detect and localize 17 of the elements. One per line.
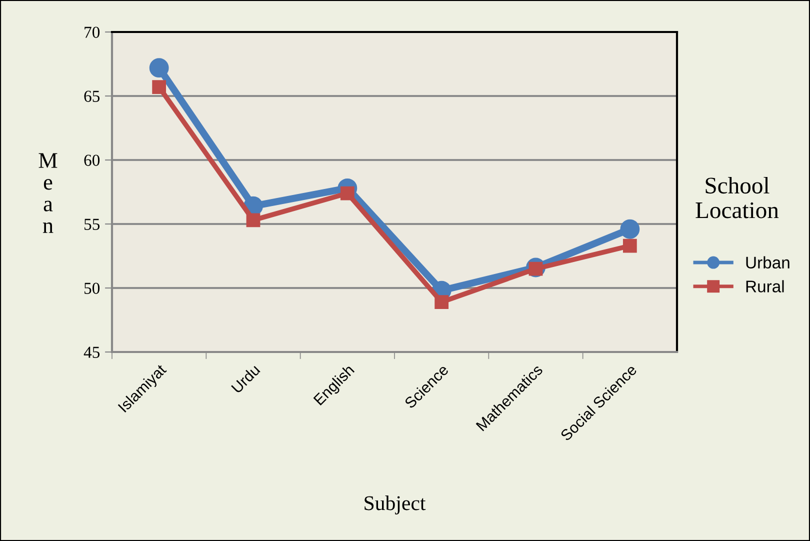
y-tick-label: 45: [84, 346, 100, 358]
y-tick-label: 50: [84, 282, 100, 294]
y-tick-label: 65: [84, 90, 100, 102]
y-tick-label: 60: [84, 154, 100, 166]
point: [620, 219, 640, 239]
point: [152, 80, 166, 94]
y-axis-title: Mean: [38, 153, 58, 233]
point: [149, 58, 169, 78]
point: [434, 295, 449, 310]
legend-label: Urban: [746, 256, 790, 269]
y-tick-label: 55: [84, 218, 100, 230]
x-axis-title: Subject: [364, 496, 426, 514]
point: [246, 213, 260, 228]
y-tick-label: 70: [84, 26, 100, 38]
point: [622, 238, 637, 253]
legend-label: Rural: [746, 280, 784, 292]
legend-title: School Location: [696, 176, 779, 218]
